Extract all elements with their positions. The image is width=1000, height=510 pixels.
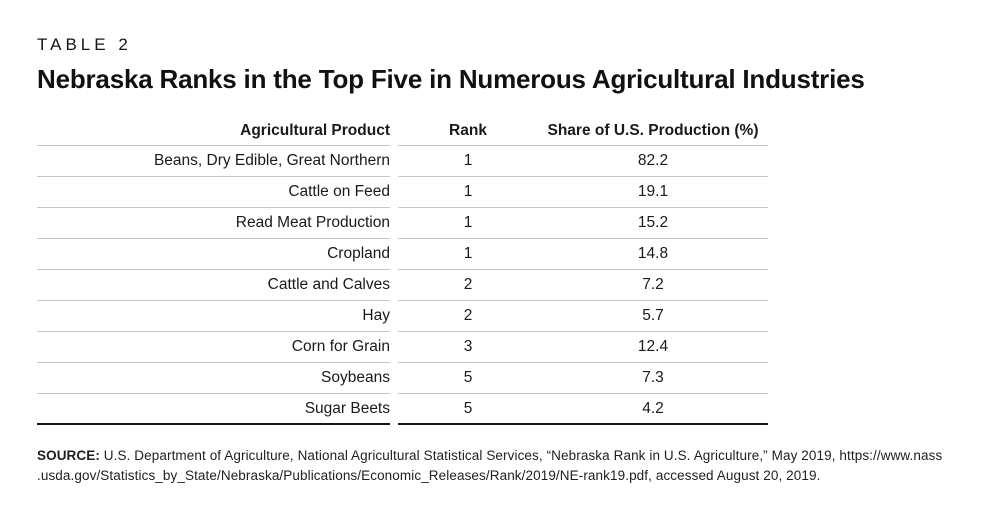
cell-share: 7.3 — [642, 369, 664, 386]
table-row: Cropland 1 14.8 — [37, 239, 768, 270]
cell-share: 12.4 — [637, 338, 669, 355]
row-right-group: 3 12.4 — [398, 332, 768, 363]
cell-rank: 2 — [463, 307, 473, 324]
table-row: Read Meat Production 1 15.2 — [37, 208, 768, 239]
cell-rank: 1 — [463, 183, 473, 200]
cell-share: 5.7 — [642, 307, 664, 324]
table-header-row: Agricultural Product Rank Share of U.S. … — [37, 116, 768, 146]
cell-rank: 3 — [463, 338, 473, 355]
cell-share: 19.1 — [637, 183, 669, 200]
cell-share: 82.2 — [637, 152, 669, 169]
table-row: Cattle on Feed 1 19.1 — [37, 177, 768, 208]
column-header-agricultural-product: Agricultural Product — [37, 116, 390, 146]
column-header-share: Share of U.S. Production (%) — [547, 121, 759, 139]
document-page: TABLE 2 Nebraska Ranks in the Top Five i… — [37, 35, 967, 486]
cell-agricultural-product: Read Meat Production — [37, 208, 390, 239]
cell-rank: 5 — [463, 399, 473, 417]
cell-share: 4.2 — [642, 399, 664, 417]
cell-agricultural-product: Soybeans — [37, 363, 390, 394]
data-table: Agricultural Product Rank Share of U.S. … — [37, 116, 768, 425]
cell-agricultural-product: Beans, Dry Edible, Great Northern — [37, 146, 390, 177]
cell-rank: 5 — [463, 369, 473, 386]
header-right-group: Rank Share of U.S. Production (%) — [398, 116, 768, 146]
cell-share: 7.2 — [642, 276, 664, 293]
cell-rank: 1 — [463, 214, 473, 231]
source-label: SOURCE: — [37, 448, 100, 463]
row-right-group: 1 15.2 — [398, 208, 768, 239]
table-row: Beans, Dry Edible, Great Northern 1 82.2 — [37, 146, 768, 177]
cell-share: 15.2 — [637, 214, 669, 231]
source-text-line2: .usda.gov/Statistics_by_State/Nebraska/P… — [37, 468, 821, 483]
cell-agricultural-product: Sugar Beets — [37, 394, 390, 425]
cell-agricultural-product: Cropland — [37, 239, 390, 270]
table-number-label: TABLE 2 — [37, 35, 132, 54]
table-row: Soybeans 5 7.3 — [37, 363, 768, 394]
row-right-group: 1 82.2 — [398, 146, 768, 177]
column-header-rank: Rank — [449, 121, 487, 139]
cell-share: 14.8 — [637, 245, 669, 262]
cell-agricultural-product: Hay — [37, 301, 390, 332]
source-note: SOURCE: U.S. Department of Agriculture, … — [37, 446, 967, 486]
cell-rank: 1 — [463, 152, 473, 169]
table-row: Cattle and Calves 2 7.2 — [37, 270, 768, 301]
cell-rank: 2 — [463, 276, 473, 293]
cell-rank: 1 — [463, 245, 473, 262]
source-text-line1: U.S. Department of Agriculture, National… — [99, 448, 943, 463]
row-right-group: 2 5.7 — [398, 301, 768, 332]
row-right-group: 1 19.1 — [398, 177, 768, 208]
table-row: Hay 2 5.7 — [37, 301, 768, 332]
cell-agricultural-product: Corn for Grain — [37, 332, 390, 363]
table-body: Beans, Dry Edible, Great Northern 1 82.2 Ca… — [37, 146, 768, 425]
cell-agricultural-product: Cattle and Calves — [37, 270, 390, 301]
row-right-group: 5 7.3 — [398, 363, 768, 394]
row-right-group: 2 7.2 — [398, 270, 768, 301]
row-right-group: 5 4.2 — [398, 394, 768, 425]
table-row: Corn for Grain 3 12.4 — [37, 332, 768, 363]
row-right-group: 1 14.8 — [398, 239, 768, 270]
table-row: Sugar Beets 5 4.2 — [37, 394, 768, 425]
cell-agricultural-product: Cattle on Feed — [37, 177, 390, 208]
table-title: Nebraska Ranks in the Top Five in Numero… — [37, 64, 865, 94]
